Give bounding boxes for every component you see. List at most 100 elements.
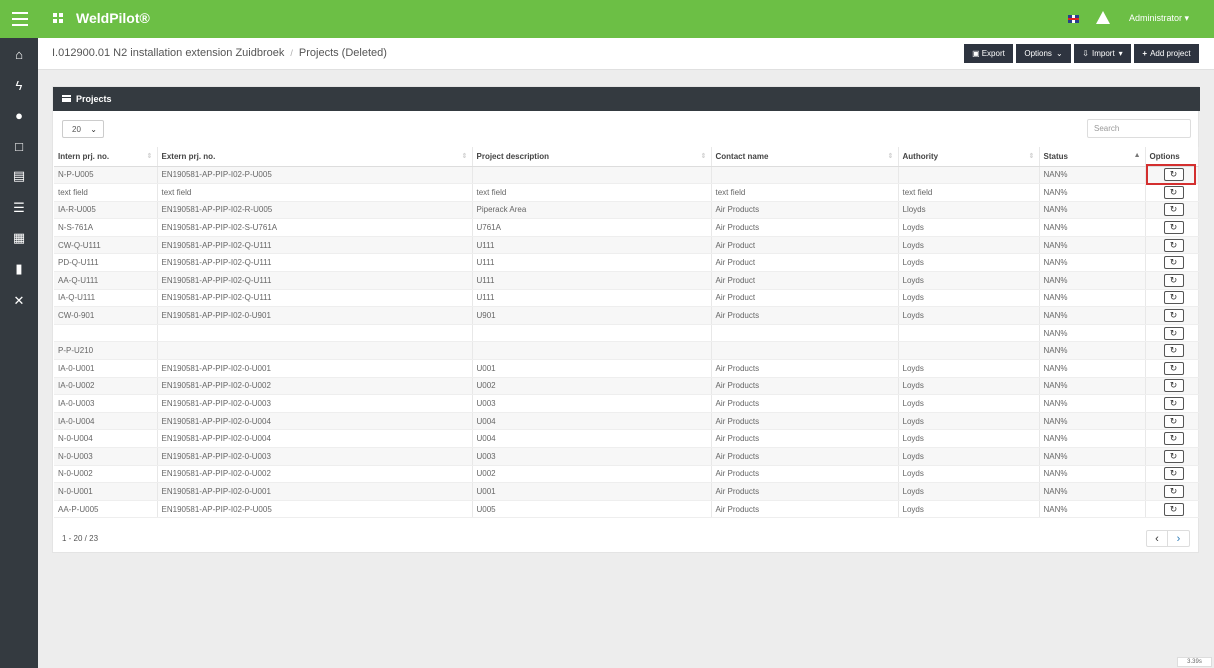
restore-icon[interactable]: ↻ <box>1163 432 1184 446</box>
table-cell <box>898 324 1040 343</box>
column-header[interactable]: Intern prj. no. ⇕ <box>54 147 158 167</box>
column-header[interactable]: Status ▲ <box>1039 147 1146 167</box>
options-cell: ↻ <box>1145 465 1199 484</box>
table-row: P-P-U210 NAN% ↻ <box>54 341 1199 361</box>
table-cell: U111 <box>472 289 712 308</box>
restore-icon[interactable]: ↻ <box>1163 467 1184 481</box>
export-button[interactable]: ▣ Export <box>964 44 1013 63</box>
options-cell: ↻ <box>1145 218 1199 237</box>
table-cell: EN190581-AP-PIP-I02-0-U002 <box>157 465 473 484</box>
uk-flag-icon[interactable] <box>1068 15 1079 23</box>
table-cell: IA-0-U002 <box>54 377 158 396</box>
table-header-row: Intern prj. no. ⇕ Extern prj. no. ⇕ Projec… <box>54 147 1199 167</box>
file-icon[interactable]: ▮ <box>15 261 23 276</box>
restore-icon[interactable]: ↻ <box>1163 344 1184 358</box>
table-cell: U003 <box>472 394 712 413</box>
restore-icon[interactable]: ↻ <box>1163 379 1184 393</box>
next-page-button[interactable]: › <box>1176 532 1181 545</box>
restore-icon[interactable]: ↻ <box>1163 256 1184 270</box>
sort-icon: ⇕ <box>1028 153 1035 160</box>
table-cell: U002 <box>472 465 712 484</box>
table-cell: Loyds <box>898 218 1040 237</box>
table-cell: EN190581-AP-PIP-I02-S-U761A <box>157 218 473 237</box>
column-header: Options <box>1145 147 1199 167</box>
table-row: IA-0-U001 EN190581-AP-PIP-I02-0-U001 U001 A… <box>54 359 1199 378</box>
chart-icon[interactable]: ▦ <box>12 230 26 245</box>
restore-icon[interactable]: ↻ <box>1163 326 1184 340</box>
table-cell: NAN% <box>1039 271 1146 290</box>
brand-title[interactable]: WeldPilot® <box>76 10 150 26</box>
table-cell: Loyds <box>898 412 1040 431</box>
table-cell: AA-Q-U111 <box>54 271 158 290</box>
table-cell: NAN% <box>1039 429 1146 448</box>
options-cell: ↻ <box>1145 166 1199 185</box>
restore-icon[interactable]: ↻ <box>1163 502 1184 516</box>
restore-icon[interactable]: ↻ <box>1163 484 1184 498</box>
restore-icon[interactable]: ↻ <box>1163 291 1184 305</box>
table-cell: Air Products <box>711 201 899 220</box>
table-cell: U005 <box>472 500 712 519</box>
table-row: N-0-U003 EN190581-AP-PIP-I02-0-U003 U003 Ai… <box>54 447 1199 466</box>
table-row: CW-Q-U111 EN190581-AP-PIP-I02-Q-U111 U111 A… <box>54 236 1199 255</box>
documents-icon[interactable]: ▤ <box>12 168 26 183</box>
page-size-select[interactable]: 20 ⌄ <box>62 120 104 138</box>
table-cell: IA-Q-U111 <box>54 289 158 308</box>
table-cell: IA-0-U001 <box>54 359 158 378</box>
table-cell <box>472 324 712 343</box>
projects-table: Intern prj. no. ⇕ Extern prj. no. ⇕ Projec… <box>54 147 1199 519</box>
options-cell: ↻ <box>1145 341 1199 361</box>
import-button[interactable]: ⇩ Import ▾ <box>1074 44 1131 63</box>
table-cell: CW-Q-U111 <box>54 236 158 255</box>
breadcrumb-project[interactable]: I.012900.01 N2 installation extension Zu… <box>52 47 285 59</box>
table-body: N-P-U005 EN190581-AP-PIP-I02-P-U005 NAN% ↻ t… <box>54 166 1199 519</box>
column-header[interactable]: Extern prj. no. ⇕ <box>157 147 473 167</box>
restore-icon[interactable]: ↻ <box>1163 203 1184 217</box>
restore-icon[interactable]: ↻ <box>1163 397 1184 411</box>
panel-title: Projects <box>76 94 112 104</box>
breadcrumb-page: Projects (Deleted) <box>298 47 387 59</box>
column-header[interactable]: Project description ⇕ <box>472 147 712 167</box>
restore-icon[interactable]: ↻ <box>1163 309 1184 323</box>
sort-icon: ⇕ <box>146 153 153 160</box>
frame-icon[interactable]: □ <box>15 138 23 154</box>
table-cell: Loyds <box>898 500 1040 519</box>
restore-icon[interactable]: ↻ <box>1163 168 1184 182</box>
table-cell: NAN% <box>1039 500 1146 519</box>
table-cell: U003 <box>472 447 712 466</box>
column-header[interactable]: Authority ⇕ <box>898 147 1040 167</box>
table-row: IA-0-U003 EN190581-AP-PIP-I02-0-U003 U003 A… <box>54 394 1199 413</box>
import-icon: ⇩ <box>1082 49 1089 58</box>
chevron-down-icon: ⌄ <box>90 125 97 134</box>
hamburger-menu-icon[interactable] <box>12 12 28 26</box>
restore-icon[interactable]: ↻ <box>1163 414 1184 428</box>
tools-icon[interactable]: ✕ <box>13 293 25 308</box>
restore-icon[interactable]: ↻ <box>1163 361 1184 375</box>
table-cell: Loyds <box>898 359 1040 378</box>
options-button[interactable]: Options ⌄ <box>1016 44 1071 63</box>
table-cell: Loyds <box>898 447 1040 466</box>
table-cell: N-P-U005 <box>54 166 158 185</box>
plus-icon: + <box>1142 49 1148 58</box>
search-input[interactable] <box>1087 119 1191 138</box>
home-icon[interactable]: ⌂ <box>15 46 23 62</box>
warning-icon[interactable] <box>1096 11 1110 24</box>
restore-icon[interactable]: ↻ <box>1163 238 1184 252</box>
column-header[interactable]: Contact name ⇕ <box>711 147 899 167</box>
add-project-button[interactable]: + Add project <box>1134 44 1199 63</box>
user-icon[interactable]: ● <box>15 107 23 123</box>
table-cell <box>157 324 473 343</box>
bolt-icon[interactable]: ϟ <box>15 77 23 93</box>
options-cell: ↻ <box>1145 359 1199 378</box>
restore-icon[interactable]: ↻ <box>1163 273 1184 287</box>
list-icon[interactable]: ☰ <box>13 200 25 215</box>
table-cell: EN190581-AP-PIP-I02-0-U003 <box>157 447 473 466</box>
user-menu[interactable]: Administrator ▾ <box>1129 13 1190 23</box>
restore-icon[interactable]: ↻ <box>1163 449 1184 463</box>
restore-icon[interactable]: ↻ <box>1163 221 1184 235</box>
table-cell: Air Products <box>711 500 899 519</box>
restore-icon[interactable]: ↻ <box>1163 185 1184 199</box>
table-row: N-0-U002 EN190581-AP-PIP-I02-0-U002 U002 Ai… <box>54 465 1199 484</box>
table-cell: Piperack Area <box>472 201 712 220</box>
previous-page-button[interactable]: ‹ <box>1147 531 1168 546</box>
table-cell: NAN% <box>1039 447 1146 466</box>
